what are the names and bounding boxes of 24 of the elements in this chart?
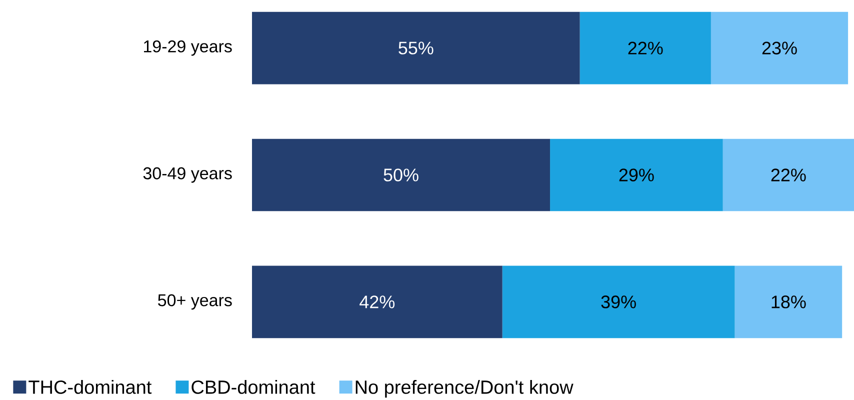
- data-label: 22%: [771, 168, 806, 182]
- data-label: 39%: [601, 296, 636, 308]
- y-tick-label: 50+ years: [158, 294, 232, 310]
- data-label: 55%: [398, 42, 434, 54]
- bar: [252, 12, 580, 84]
- legend-label: THC-dominant: [28, 380, 152, 394]
- bar: [734, 266, 842, 338]
- bar: [550, 138, 723, 212]
- bar: [710, 12, 848, 84]
- y-tick-label: 30-49 years: [143, 167, 232, 183]
- bar: [252, 266, 502, 338]
- data-label: 18%: [772, 296, 806, 308]
- y-tick-label: 19-29 years: [144, 40, 232, 56]
- data-label: 23%: [762, 42, 797, 54]
- data-label: 22%: [628, 42, 663, 54]
- bar: [580, 12, 711, 84]
- bar: [722, 138, 854, 212]
- legend-label: CBD-dominant: [192, 380, 316, 394]
- bar: [502, 266, 735, 338]
- data-label: 50%: [384, 168, 418, 182]
- legend-label: No preference/Don't know: [356, 380, 574, 398]
- bar: [252, 138, 550, 212]
- data-label: 29%: [619, 168, 654, 182]
- data-label: 42%: [360, 296, 395, 308]
